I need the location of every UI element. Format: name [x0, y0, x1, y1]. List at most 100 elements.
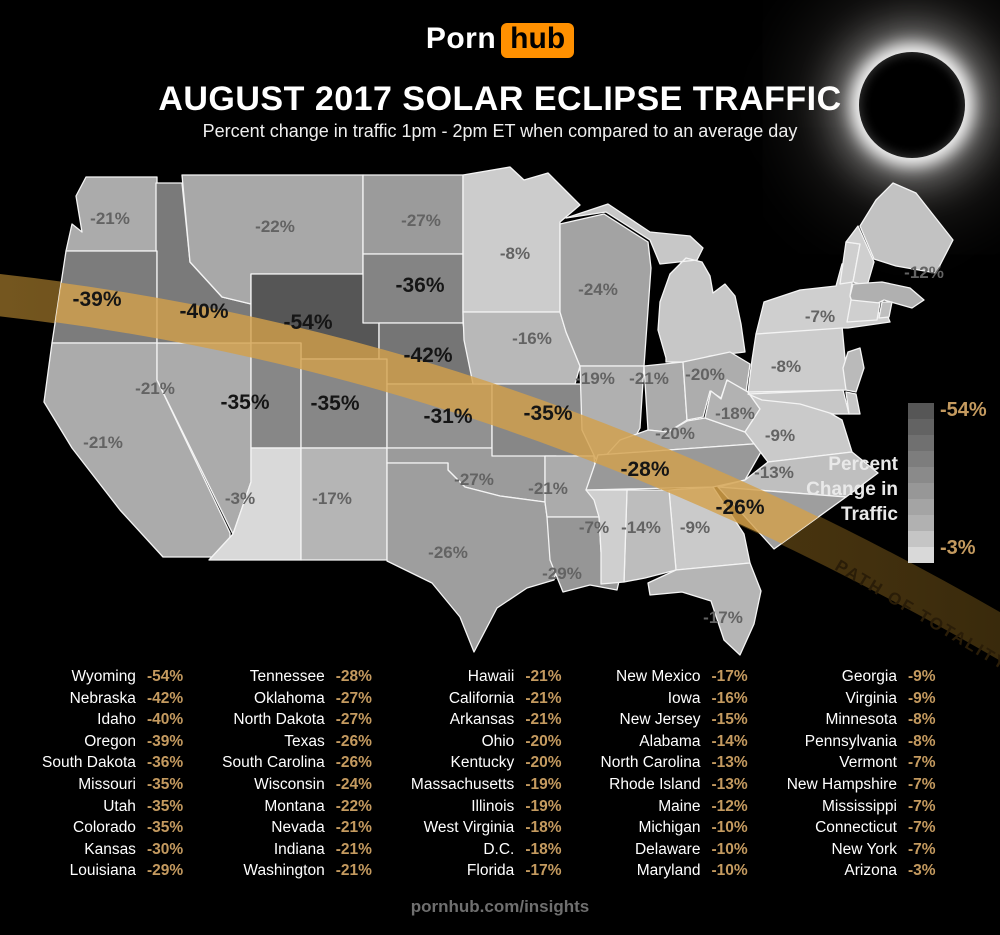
- legend-step: [908, 435, 934, 451]
- state-florida: [647, 562, 762, 656]
- table-row: Iowa -16%: [601, 690, 762, 712]
- state-label-NM: -17%: [312, 489, 352, 508]
- table-row: Maine -12%: [601, 798, 762, 820]
- state-label-TX: -26%: [428, 543, 468, 562]
- legend-title: Percent Change in Traffic: [806, 454, 898, 526]
- state-value: -27%: [335, 689, 372, 707]
- state-value: -17%: [525, 862, 562, 880]
- state-name: Arizona: [844, 862, 897, 880]
- table-row: Connecticut -7%: [787, 819, 958, 841]
- state-name: South Carolina: [222, 754, 325, 772]
- table-row: Tennessee -28%: [222, 668, 386, 690]
- state-mississippi: [585, 489, 628, 585]
- state-name: North Carolina: [600, 754, 701, 772]
- state-name: Illinois: [471, 797, 515, 815]
- state-name: Wisconsin: [254, 775, 325, 793]
- table-row: Georgia -9%: [787, 668, 958, 690]
- state-value: -21%: [525, 668, 562, 685]
- state-name: Idaho: [97, 711, 136, 729]
- state-value: -10%: [711, 862, 748, 880]
- legend-step: [908, 451, 934, 467]
- table-row: Illinois -19%: [411, 798, 575, 820]
- state-label-SD: -36%: [395, 274, 444, 297]
- table-column: Tennessee -28% Oklahoma -27% North Dakota -…: [222, 668, 386, 884]
- state-value: -10%: [711, 819, 748, 837]
- table-row: Texas -26%: [222, 733, 386, 755]
- state-name: Nebraska: [69, 689, 136, 707]
- state-rhode-island: [878, 301, 893, 319]
- table-row: Kentucky -20%: [411, 754, 575, 776]
- state-label-MT: -22%: [255, 217, 295, 236]
- page-title: AUGUST 2017 SOLAR ECLIPSE TRAFFIC: [158, 80, 842, 118]
- state-name: Alabama: [639, 732, 701, 750]
- state-value: -21%: [335, 862, 372, 880]
- state-name: South Dakota: [42, 754, 136, 772]
- footer-url: pornhub.com/insights: [410, 897, 590, 916]
- table-row: Utah -35%: [42, 798, 197, 820]
- table-row: Virginia -9%: [787, 690, 958, 712]
- state-label-KY: -20%: [655, 424, 695, 443]
- state-name: Missouri: [78, 775, 136, 793]
- state-label-VA: -9%: [765, 426, 795, 445]
- state-name: Iowa: [667, 689, 701, 707]
- legend-step: [908, 531, 934, 547]
- state-name: West Virginia: [423, 819, 515, 837]
- state-name: Ohio: [481, 732, 515, 750]
- state-ranking-table: Wyoming -54% Nebraska -42% Idaho -40% Orego…: [42, 668, 958, 884]
- state-name: D.C.: [483, 840, 515, 858]
- state-value: -26%: [335, 754, 372, 772]
- legend-step: [908, 467, 934, 483]
- state-new-jersey: [842, 347, 865, 393]
- state-value: -20%: [525, 732, 562, 750]
- table-row: Montana -22%: [222, 798, 386, 820]
- table-row: California -21%: [411, 690, 575, 712]
- state-label-NY: -7%: [805, 307, 835, 326]
- state-value: -9%: [907, 689, 936, 707]
- table-row: New York -7%: [787, 841, 958, 863]
- state-value: -18%: [525, 819, 562, 837]
- state-maine: [859, 182, 954, 274]
- state-value: -7%: [907, 819, 936, 837]
- table-column: New Mexico -17% Iowa -16% New Jersey -15% A…: [601, 668, 762, 884]
- table-row: Minnesota -8%: [787, 711, 958, 733]
- state-iowa: [462, 311, 581, 385]
- state-value: -13%: [711, 775, 748, 793]
- state-label-UT: -35%: [220, 391, 269, 414]
- legend-step: [908, 515, 934, 531]
- state-label-ID: -40%: [179, 300, 228, 323]
- legend-step: [908, 419, 934, 435]
- state-value: -19%: [525, 775, 562, 793]
- state-value: -24%: [335, 775, 372, 793]
- table-row: New Jersey -15%: [601, 711, 762, 733]
- table-row: Wisconsin -24%: [222, 776, 386, 798]
- table-row: Vermont -7%: [787, 754, 958, 776]
- logo-hub-badge: hub: [501, 23, 575, 58]
- state-value: -19%: [525, 797, 562, 815]
- state-value: -12%: [711, 797, 748, 815]
- state-label-OR: -39%: [72, 288, 121, 311]
- table-row: Arizona -3%: [787, 862, 958, 884]
- state-value: -21%: [525, 689, 562, 707]
- table-row: New Hampshire -7%: [787, 776, 958, 798]
- state-value: -35%: [146, 775, 184, 793]
- state-labels-layer: -21% -22% -27% -8% -24% -12% -39% -40% -…: [72, 209, 943, 627]
- state-label-ND: -27%: [401, 211, 441, 230]
- state-label-AZ: -3%: [225, 489, 255, 508]
- state-label-CA: -21%: [83, 433, 123, 452]
- state-label-MS: -7%: [579, 518, 609, 537]
- table-row: Louisiana -29%: [42, 862, 197, 884]
- table-row: North Carolina -13%: [601, 754, 762, 776]
- state-value: -16%: [711, 689, 748, 707]
- state-label-KS: -31%: [423, 405, 472, 428]
- state-name: Kentucky: [450, 754, 515, 772]
- table-row: South Dakota -36%: [42, 754, 197, 776]
- state-value: -35%: [146, 797, 184, 815]
- state-value: -21%: [335, 840, 372, 858]
- state-label-MN: -8%: [500, 244, 530, 263]
- state-connecticut: [846, 299, 881, 323]
- state-value: -29%: [146, 862, 184, 880]
- state-value: -39%: [146, 732, 184, 750]
- state-name: Montana: [264, 797, 325, 815]
- table-row: Kansas -30%: [42, 841, 197, 863]
